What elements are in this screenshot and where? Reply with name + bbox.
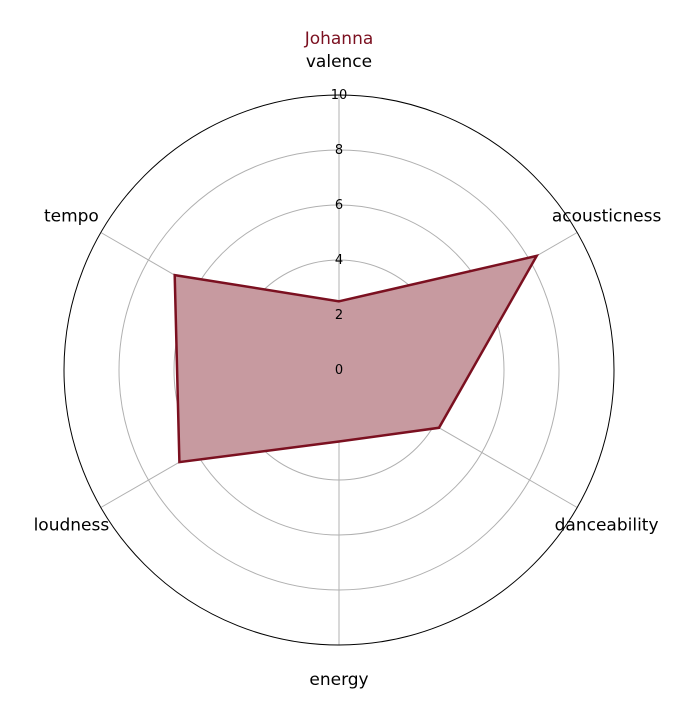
axis-label-tempo: tempo — [44, 207, 99, 227]
series-line — [173, 254, 540, 464]
axis-label-loudness: loudness — [34, 516, 110, 536]
axis-label-valence: valence — [306, 52, 372, 72]
axis-label-acousticness: acousticness — [552, 207, 662, 227]
radial-tick-label: 2 — [335, 308, 343, 323]
radial-tick-label: 10 — [331, 88, 348, 103]
outer-frame — [63, 94, 615, 646]
radial-tick-label: 4 — [335, 253, 343, 268]
axis-label-energy: energy — [309, 670, 368, 690]
series-area — [174, 255, 537, 463]
radial-tick-label: 6 — [335, 198, 343, 213]
chart-title: Johanna — [304, 29, 374, 49]
axis-label-danceability: danceability — [555, 516, 659, 536]
radial-tick-label: 0 — [335, 363, 343, 378]
axis-label-layer: valence acousticness danceability energy lou… — [34, 52, 662, 690]
series-layer — [173, 254, 540, 464]
radial-tick-label: 8 — [335, 143, 343, 158]
tick-label-layer: 0 2 4 6 8 10 — [331, 88, 348, 378]
